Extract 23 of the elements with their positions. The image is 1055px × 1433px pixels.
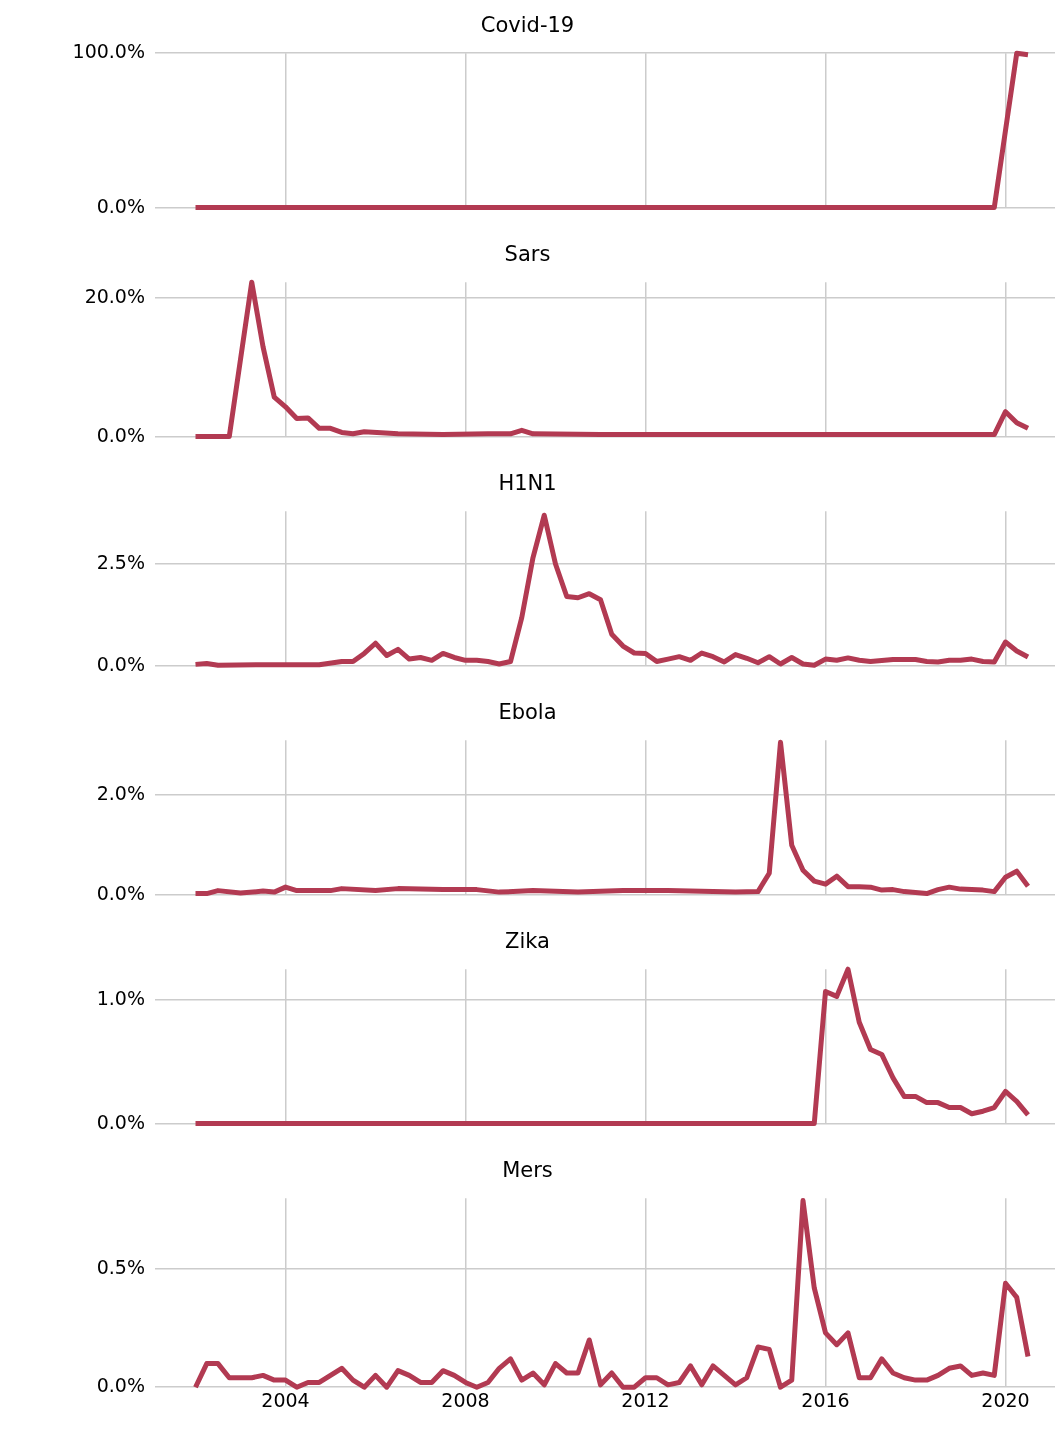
y-tick-label: 0.0% — [96, 652, 145, 675]
y-tick-label: 0.0% — [96, 423, 145, 446]
y-tick-label: 2.5% — [96, 550, 145, 573]
y-tick-label: 0.0% — [96, 1374, 145, 1397]
x-tick-label: 2020 — [981, 1388, 1030, 1411]
y-tick-label: 0.0% — [96, 194, 145, 217]
x-tick-label: 2008 — [441, 1388, 490, 1411]
y-tick-label: 2.0% — [96, 781, 145, 804]
chart-title: H1N1 — [498, 471, 557, 496]
y-tick-label: 0.5% — [96, 1256, 145, 1279]
chart-title: Ebola — [498, 700, 557, 725]
x-tick-label: 2012 — [621, 1388, 670, 1411]
y-tick-label: 100.0% — [72, 40, 145, 63]
y-tick-label: 20.0% — [84, 285, 145, 308]
chart-title: Mers — [502, 1158, 553, 1183]
x-tick-label: 2016 — [801, 1388, 850, 1411]
y-tick-label: 0.0% — [96, 1110, 145, 1133]
y-tick-label: 1.0% — [96, 987, 145, 1010]
chart-title: Zika — [505, 929, 550, 954]
y-tick-label: 0.0% — [96, 881, 145, 904]
chart-title: Sars — [504, 242, 551, 267]
chart-title: Covid-19 — [480, 13, 575, 38]
x-tick-label: 2004 — [261, 1388, 310, 1411]
